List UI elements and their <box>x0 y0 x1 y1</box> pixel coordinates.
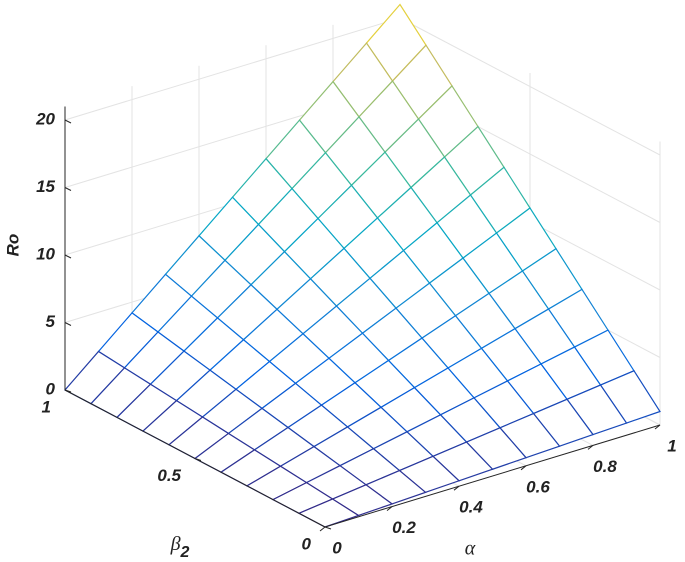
x-tick-label: 0.2 <box>392 518 416 537</box>
x-tick <box>654 424 661 430</box>
z-tick-label: 5 <box>46 312 56 331</box>
z-tick-label: 0 <box>46 379 56 398</box>
z-tick-label: 20 <box>35 109 55 128</box>
z-tick <box>64 254 72 259</box>
axis-line <box>324 424 661 528</box>
x-axis-label: α <box>465 538 476 560</box>
x-tick-label: 0 <box>332 538 342 557</box>
z-tick-label: 15 <box>36 177 55 196</box>
z-tick <box>64 322 72 326</box>
y-axis-label: β2 <box>170 533 190 562</box>
x-tick-label: 0.4 <box>459 498 483 517</box>
grid-line <box>64 17 401 121</box>
y-axis-label-subscript: 2 <box>180 544 190 561</box>
z-tick <box>64 187 72 191</box>
x-tick-label: 0.8 <box>593 457 617 476</box>
y-tick-label: 0 <box>302 534 312 553</box>
x-tick-label: 0.6 <box>526 477 550 496</box>
y-tick-label: 1 <box>42 397 51 416</box>
y-tick <box>324 526 332 530</box>
z-tick <box>64 389 72 394</box>
z-axis-label: Ro <box>3 234 22 257</box>
z-tick <box>64 119 72 124</box>
x-tick <box>453 485 460 491</box>
z-tick-label: 10 <box>36 244 55 263</box>
x-tick <box>319 526 326 532</box>
y-axis-label-text: β <box>170 533 181 555</box>
x-tick <box>587 445 594 450</box>
x-tick <box>520 465 527 471</box>
x-tick <box>386 506 393 511</box>
y-tick <box>194 458 202 461</box>
y-tick-label: 0.5 <box>157 466 181 485</box>
x-tick-label: 1 <box>667 436 676 455</box>
